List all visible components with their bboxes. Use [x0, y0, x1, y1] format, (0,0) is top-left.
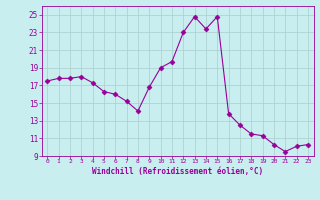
X-axis label: Windchill (Refroidissement éolien,°C): Windchill (Refroidissement éolien,°C) [92, 167, 263, 176]
